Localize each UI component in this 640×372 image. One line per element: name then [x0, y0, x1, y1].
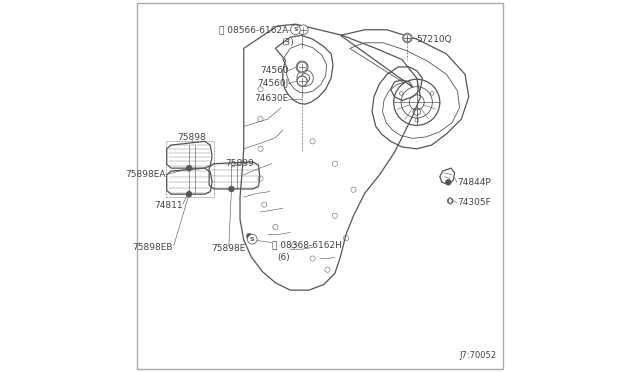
Text: 57210Q: 57210Q	[417, 35, 452, 44]
Text: 74560J: 74560J	[257, 79, 289, 88]
Text: Ⓢ 08566-6162A: Ⓢ 08566-6162A	[219, 25, 289, 34]
Text: 75898E: 75898E	[212, 244, 246, 253]
Text: 74844P: 74844P	[458, 178, 492, 187]
Text: 74305F: 74305F	[458, 198, 492, 207]
Circle shape	[298, 76, 307, 86]
Polygon shape	[448, 197, 452, 205]
Circle shape	[296, 61, 308, 73]
Circle shape	[248, 234, 257, 244]
Text: Ⓢ 08368-6162H: Ⓢ 08368-6162H	[271, 240, 342, 249]
Circle shape	[186, 165, 192, 171]
Circle shape	[297, 76, 307, 86]
Circle shape	[228, 186, 234, 192]
Text: 74560: 74560	[260, 66, 289, 75]
Text: 74811: 74811	[154, 201, 182, 210]
Circle shape	[291, 25, 300, 35]
Text: 74630E: 74630E	[254, 94, 289, 103]
Circle shape	[445, 179, 451, 185]
Text: 75898EA: 75898EA	[125, 170, 166, 179]
Circle shape	[186, 191, 192, 197]
Text: (3): (3)	[281, 38, 294, 47]
Text: J7:70052: J7:70052	[460, 351, 497, 360]
Circle shape	[298, 25, 308, 35]
Text: 75898EB: 75898EB	[132, 243, 173, 252]
Text: 75898: 75898	[177, 133, 206, 142]
Text: S: S	[293, 27, 298, 32]
Text: S: S	[250, 237, 255, 242]
Circle shape	[403, 33, 412, 43]
Circle shape	[246, 233, 252, 239]
Circle shape	[447, 198, 453, 204]
Text: (6): (6)	[277, 253, 290, 262]
Circle shape	[298, 62, 307, 72]
Circle shape	[404, 34, 411, 42]
Text: 75899: 75899	[226, 159, 254, 168]
